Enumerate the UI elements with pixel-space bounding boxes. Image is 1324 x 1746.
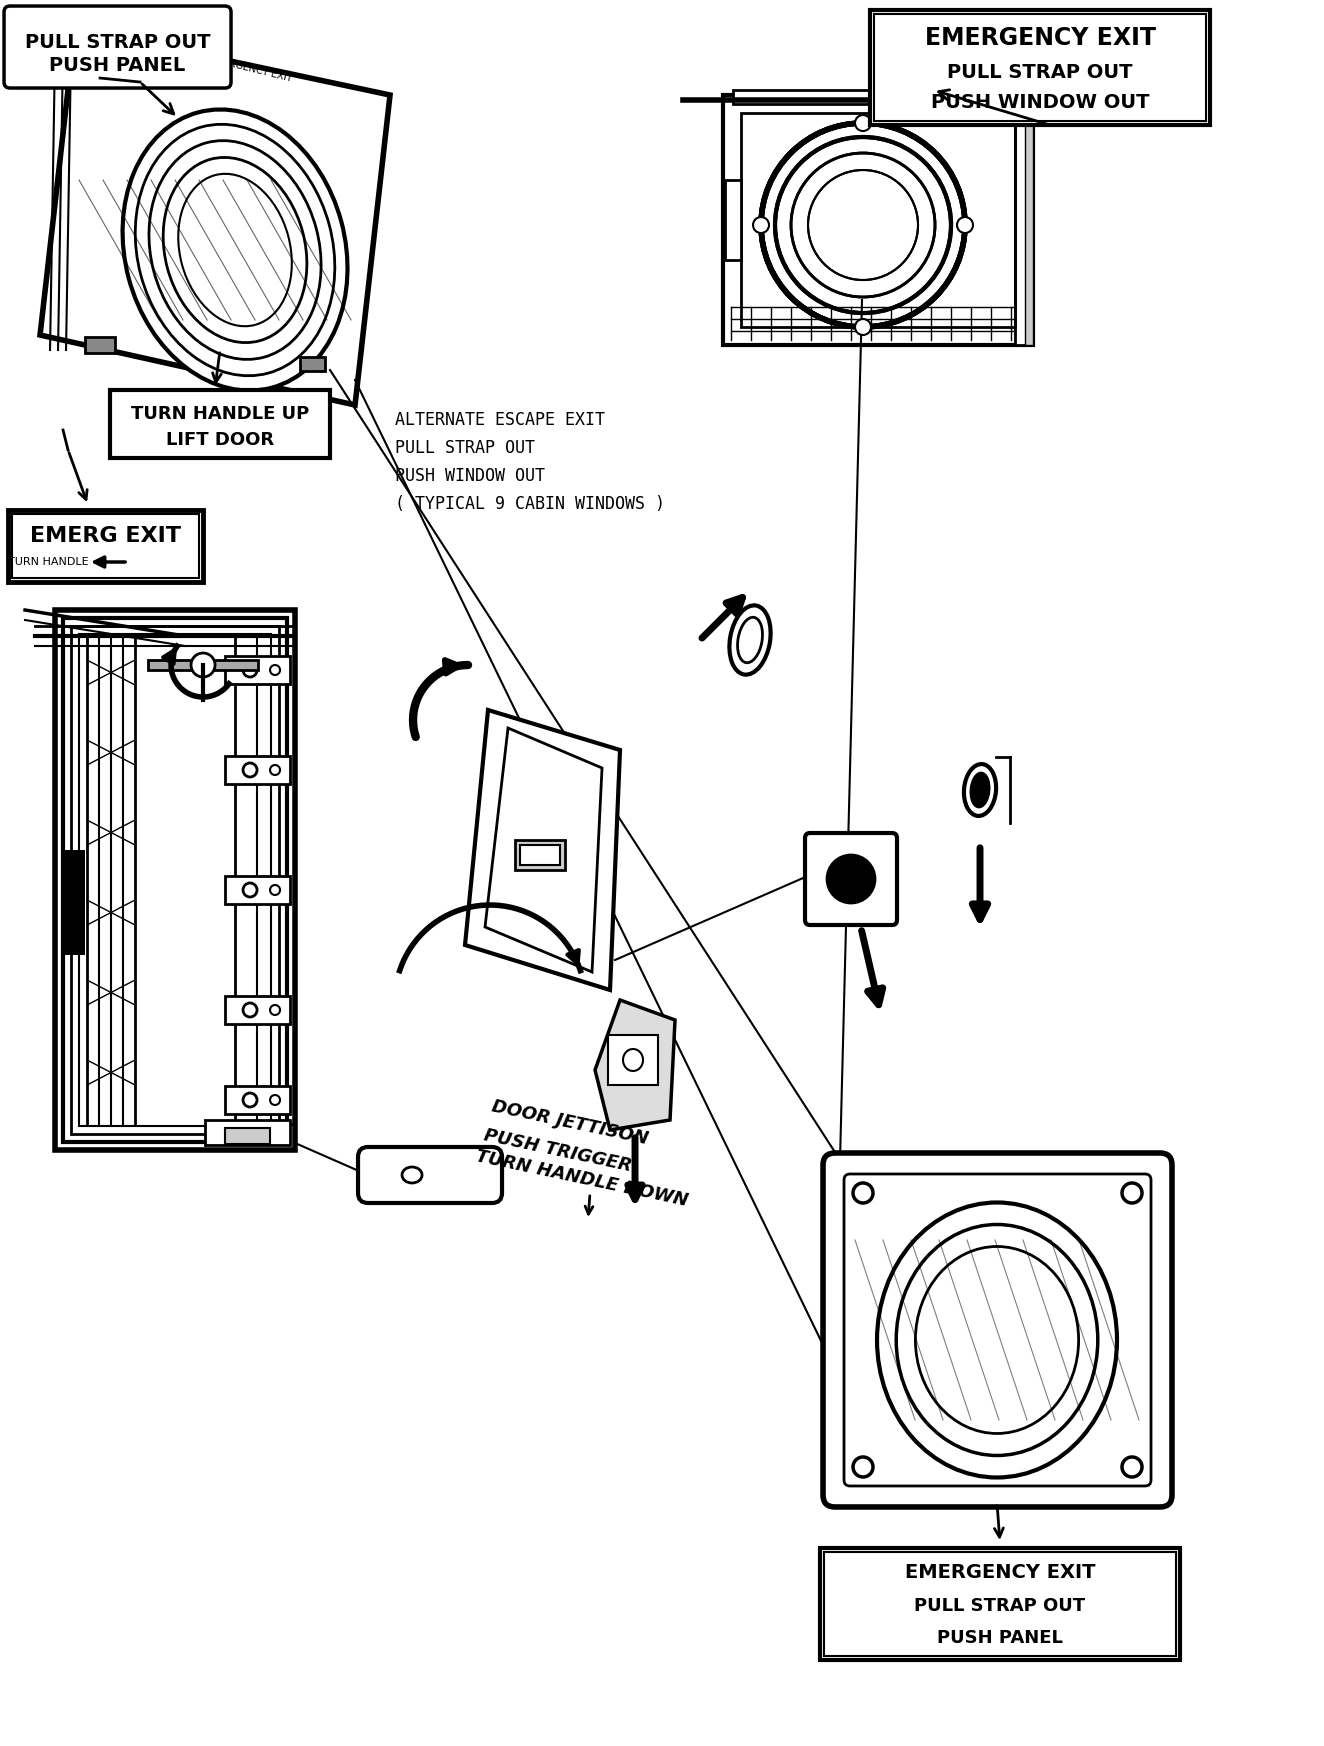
Ellipse shape — [737, 618, 763, 663]
Circle shape — [244, 663, 257, 677]
Bar — [225, 1128, 270, 1144]
Bar — [225, 876, 290, 904]
Bar — [726, 180, 741, 260]
Bar — [733, 91, 1023, 105]
Circle shape — [837, 864, 865, 892]
Bar — [515, 840, 565, 870]
Circle shape — [244, 883, 257, 897]
Bar — [56, 609, 295, 1151]
Circle shape — [957, 217, 973, 232]
Bar — [236, 636, 295, 1124]
Circle shape — [761, 122, 965, 327]
Circle shape — [244, 1093, 257, 1107]
Polygon shape — [594, 1000, 675, 1130]
Circle shape — [828, 856, 875, 903]
Bar — [56, 609, 295, 1151]
Circle shape — [244, 1002, 257, 1016]
Circle shape — [270, 885, 281, 896]
FancyBboxPatch shape — [357, 1147, 502, 1203]
Text: TURN HANDLE: TURN HANDLE — [8, 557, 89, 567]
Circle shape — [853, 1184, 873, 1203]
FancyBboxPatch shape — [4, 5, 230, 87]
Text: TURN HANDLE UP: TURN HANDLE UP — [131, 405, 310, 423]
FancyBboxPatch shape — [805, 833, 898, 925]
Bar — [1016, 94, 1033, 346]
Bar — [723, 94, 1033, 346]
Bar — [520, 845, 560, 864]
Circle shape — [855, 320, 871, 335]
Bar — [824, 1552, 1176, 1655]
Circle shape — [855, 115, 871, 131]
Bar — [257, 636, 295, 1124]
Text: PULL STRAP OUT: PULL STRAP OUT — [947, 63, 1133, 82]
Circle shape — [270, 765, 281, 775]
Text: DOOR JETTISON: DOOR JETTISON — [490, 1098, 650, 1149]
Bar — [110, 389, 330, 457]
Ellipse shape — [964, 765, 996, 815]
Text: EMERGENCY EXIT: EMERGENCY EXIT — [208, 52, 293, 84]
Bar — [1025, 94, 1033, 346]
Bar — [898, 93, 978, 110]
Bar — [820, 1549, 1180, 1660]
Bar — [225, 1086, 290, 1114]
Bar — [64, 618, 287, 1142]
Bar — [85, 337, 115, 353]
Bar — [64, 850, 85, 955]
Text: ALTERNATE ESCAPE EXIT: ALTERNATE ESCAPE EXIT — [395, 410, 605, 430]
Text: EMERGENCY EXIT: EMERGENCY EXIT — [924, 26, 1156, 51]
Text: EMERG EXIT: EMERG EXIT — [29, 526, 180, 546]
Circle shape — [270, 665, 281, 676]
Bar — [225, 656, 290, 684]
Circle shape — [244, 763, 257, 777]
Polygon shape — [40, 28, 391, 405]
Bar — [301, 356, 324, 370]
Bar — [741, 113, 1016, 327]
Polygon shape — [465, 711, 620, 990]
Text: PUSH PANEL: PUSH PANEL — [49, 56, 185, 75]
Text: EMERGENCY EXIT: EMERGENCY EXIT — [904, 1563, 1095, 1582]
Text: PUSH WINDOW OUT: PUSH WINDOW OUT — [395, 466, 545, 485]
Polygon shape — [40, 28, 391, 405]
Text: LIFT DOOR: LIFT DOOR — [166, 431, 274, 449]
Circle shape — [270, 1095, 281, 1105]
Bar — [225, 995, 290, 1023]
Text: PUSH WINDOW OUT: PUSH WINDOW OUT — [931, 93, 1149, 112]
Circle shape — [1121, 1184, 1143, 1203]
Circle shape — [270, 1006, 281, 1014]
Bar — [148, 660, 258, 670]
Ellipse shape — [123, 110, 347, 391]
Text: PULL STRAP OUT: PULL STRAP OUT — [25, 33, 211, 52]
Bar — [79, 634, 271, 1126]
Text: PUSH PANEL: PUSH PANEL — [937, 1629, 1063, 1646]
Bar — [8, 510, 203, 581]
Bar — [12, 513, 199, 578]
Bar — [874, 14, 1206, 120]
Text: TURN HANDLE DOWN: TURN HANDLE DOWN — [474, 1147, 690, 1210]
Text: PULL STRAP OUT: PULL STRAP OUT — [395, 438, 535, 457]
Circle shape — [191, 653, 214, 677]
Circle shape — [853, 1456, 873, 1477]
Bar — [608, 1035, 658, 1084]
Circle shape — [1121, 1456, 1143, 1477]
Bar — [870, 10, 1210, 126]
FancyBboxPatch shape — [824, 1152, 1172, 1507]
Text: PULL STRAP OUT: PULL STRAP OUT — [915, 1598, 1086, 1615]
Text: PUSH TRIGGER: PUSH TRIGGER — [482, 1126, 633, 1175]
Text: ( TYPICAL 9 CABIN WINDOWS ): ( TYPICAL 9 CABIN WINDOWS ) — [395, 496, 665, 513]
Bar — [71, 627, 279, 1133]
Circle shape — [753, 217, 769, 232]
Ellipse shape — [730, 606, 771, 674]
Bar — [225, 756, 290, 784]
Ellipse shape — [970, 773, 989, 807]
Bar — [205, 1119, 290, 1145]
